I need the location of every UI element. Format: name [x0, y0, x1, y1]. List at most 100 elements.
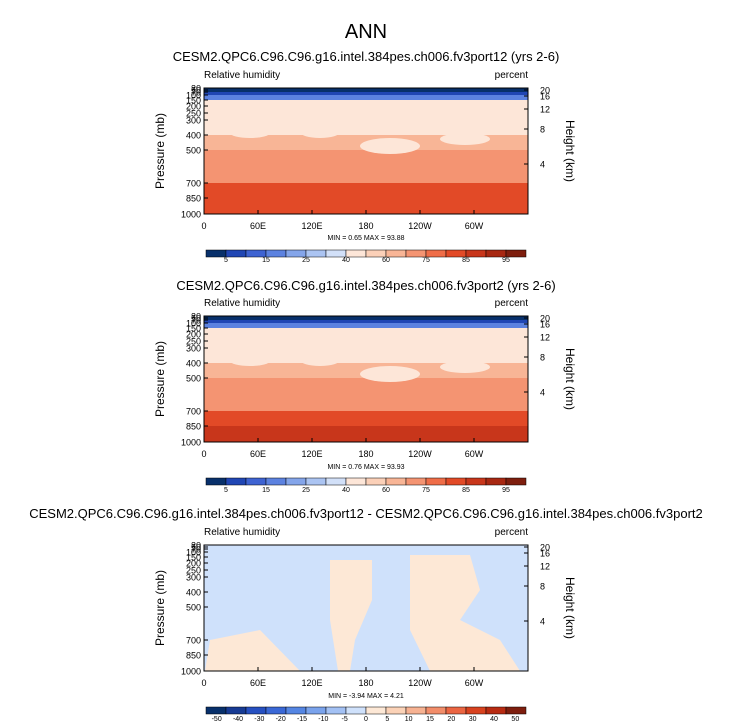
colorbar-swatch	[225, 477, 247, 486]
contour-region	[360, 138, 420, 154]
colorbar-label: 85	[462, 257, 470, 264]
y2-tick-label: 8	[540, 353, 545, 363]
chart-panel: CESM2.QPC6.C96.C96.g16.intel.384pes.ch00…	[153, 49, 577, 264]
x-tick-label: 60E	[250, 221, 266, 231]
contour-band	[204, 150, 528, 183]
y-tick-label: 70	[191, 316, 201, 326]
chart-panel: CESM2.QPC6.C96.C96.g16.intel.384pes.ch00…	[29, 506, 703, 723]
y-tick-label: 70	[191, 545, 201, 555]
x-tick-label: 60E	[250, 449, 266, 459]
colorbar-label: 20	[447, 716, 455, 723]
chart-stats: MIN = 0.65 MAX = 93.88	[327, 235, 404, 242]
contour-band	[204, 113, 528, 120]
colorbar-swatch	[505, 477, 527, 486]
y-axis-label: Pressure (mb)	[153, 113, 167, 189]
colorbar-label: 5	[385, 716, 389, 723]
y2-axis-label: Height (km)	[563, 348, 577, 410]
chart-panel: CESM2.QPC6.C96.C96.g16.intel.384pes.ch00…	[153, 278, 577, 494]
colorbar-swatch	[425, 477, 447, 486]
contour-band	[204, 328, 528, 334]
y-tick-label: 30	[191, 84, 201, 94]
colorbar-swatch	[225, 706, 247, 715]
y-tick-label: 850	[186, 194, 201, 204]
colorbar-label: 5	[224, 257, 228, 264]
x-tick-label: 0	[201, 449, 206, 459]
y-tick-label: 300	[186, 573, 201, 583]
chart-title: CESM2.QPC6.C96.C96.g16.intel.384pes.ch00…	[173, 49, 560, 64]
colorbar-swatch	[205, 477, 227, 486]
colorbar-swatch	[465, 249, 487, 258]
colorbar-swatch	[465, 477, 487, 486]
y-tick-label: 700	[186, 179, 201, 189]
colorbar-swatch	[265, 706, 287, 715]
colorbar-swatch	[325, 477, 347, 486]
y-tick-label: 400	[186, 359, 201, 369]
contour-region-positive	[205, 630, 300, 671]
contour-region	[440, 361, 490, 373]
colorbar-label: 60	[382, 257, 390, 264]
chart-variable-label: Relative humidity	[204, 298, 280, 309]
colorbar-label: 50	[511, 716, 519, 723]
colorbar-label: 30	[469, 716, 477, 723]
contour-region	[230, 128, 270, 138]
y-tick-label: 1000	[181, 667, 201, 677]
y2-tick-label: 4	[540, 617, 545, 627]
y-tick-label: 30	[191, 312, 201, 322]
contour-band	[204, 341, 528, 348]
chart-variable-label: Relative humidity	[204, 70, 280, 81]
colorbar-swatch	[245, 706, 267, 715]
colorbar-label: 5	[224, 487, 228, 494]
colorbar-label: 40	[490, 716, 498, 723]
y-tick-label: 50	[191, 314, 201, 324]
chart-units-label: percent	[495, 298, 529, 309]
contour-band	[204, 100, 528, 106]
colorbar-swatch	[425, 706, 447, 715]
y2-tick-label: 12	[540, 562, 550, 572]
y-tick-label: 300	[186, 344, 201, 354]
contour-region-positive	[410, 555, 520, 671]
y2-tick-label: 16	[540, 92, 550, 102]
colorbar-label: 75	[422, 487, 430, 494]
colorbar-swatch	[285, 706, 307, 715]
colorbar-swatch	[385, 249, 407, 258]
colorbar-swatch	[225, 249, 247, 258]
colorbar-swatch	[305, 706, 327, 715]
y-tick-label: 200	[186, 330, 201, 340]
x-tick-label: 60E	[250, 678, 266, 688]
y2-tick-label: 20	[540, 543, 550, 553]
y2-axis-label: Height (km)	[563, 577, 577, 639]
colorbar-swatch	[305, 477, 327, 486]
chart-title: CESM2.QPC6.C96.C96.g16.intel.384pes.ch00…	[29, 506, 703, 521]
y-tick-label: 30	[191, 541, 201, 551]
y-tick-label: 1000	[181, 438, 201, 448]
colorbar-label: 40	[342, 257, 350, 264]
y-tick-label: 400	[186, 588, 201, 598]
contour-band	[204, 426, 528, 442]
contour-band	[204, 334, 528, 341]
colorbar-label: -15	[297, 716, 307, 723]
colorbar-swatch	[305, 249, 327, 258]
y-tick-label: 700	[186, 636, 201, 646]
y-tick-label: 100	[186, 548, 201, 558]
x-tick-label: 60W	[465, 221, 484, 231]
contour-band	[204, 183, 528, 198]
contour-region	[300, 354, 340, 366]
colorbar-swatch	[445, 477, 467, 486]
colorbar-label: 85	[462, 487, 470, 494]
contour-band	[204, 323, 528, 328]
colorbar-swatch	[345, 477, 367, 486]
y2-axis-label: Height (km)	[563, 120, 577, 182]
y-tick-label: 500	[186, 146, 201, 156]
colorbar-swatch	[265, 249, 287, 258]
colorbar-swatch	[385, 706, 407, 715]
chart-variable-label: Relative humidity	[204, 527, 280, 538]
colorbar-swatch	[265, 477, 287, 486]
colorbar-swatch	[365, 249, 387, 258]
colorbar-swatch	[365, 706, 387, 715]
colorbar-swatch	[405, 477, 427, 486]
colorbar-swatch	[505, 706, 527, 715]
contour-band	[204, 92, 528, 95]
colorbar-label: 60	[382, 487, 390, 494]
y-tick-label: 150	[186, 96, 201, 106]
